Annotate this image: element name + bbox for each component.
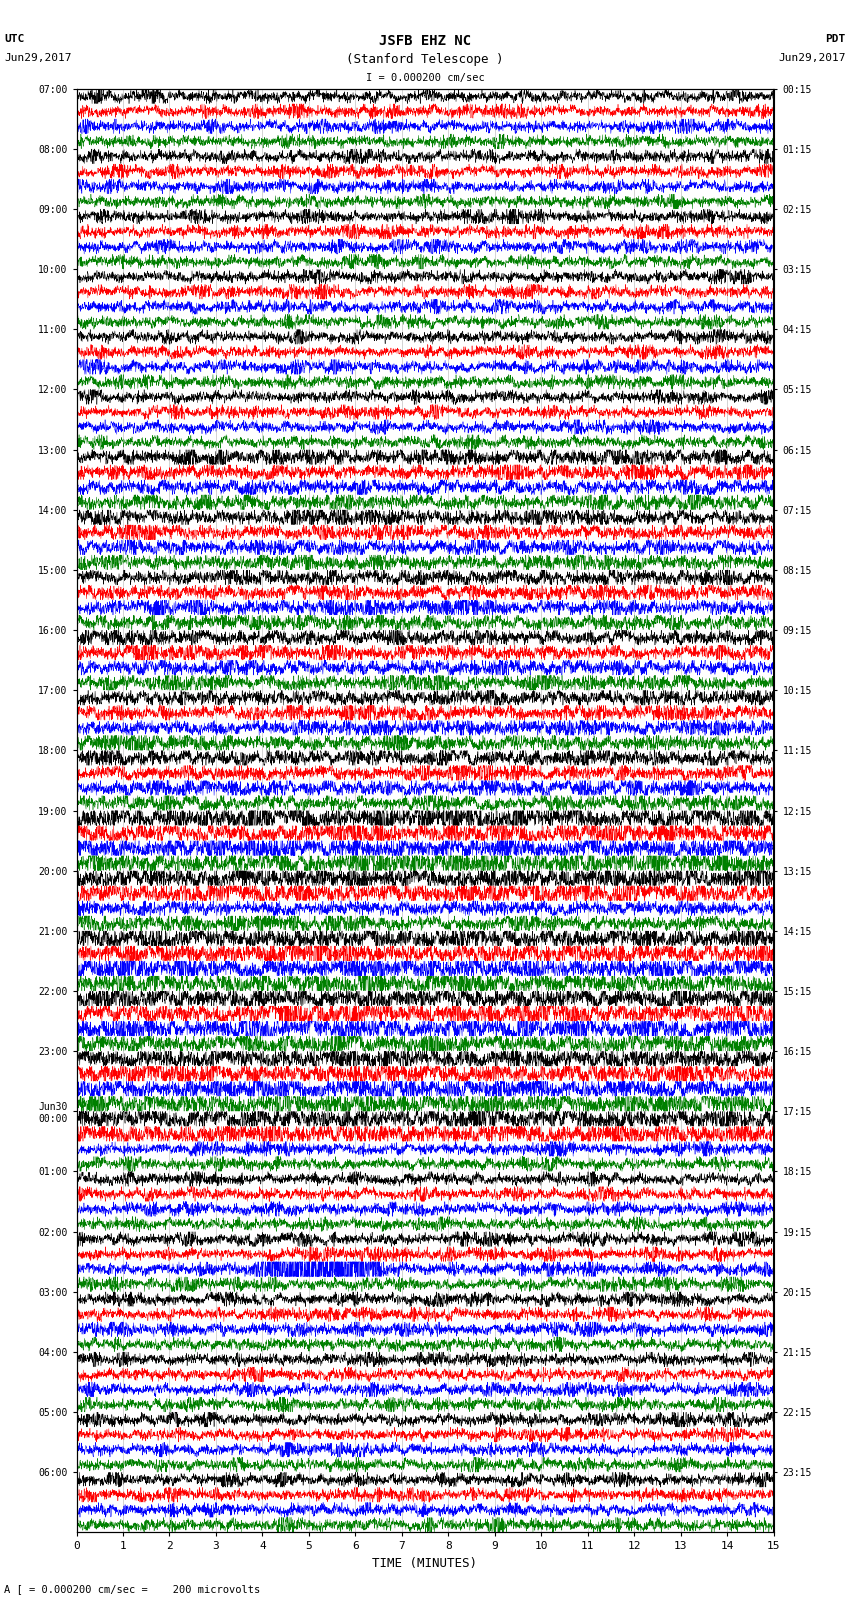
Text: I = 0.000200 cm/sec: I = 0.000200 cm/sec [366,73,484,82]
X-axis label: TIME (MINUTES): TIME (MINUTES) [372,1557,478,1569]
Text: Jun29,2017: Jun29,2017 [4,53,71,63]
Text: PDT: PDT [825,34,846,44]
Text: (Stanford Telescope ): (Stanford Telescope ) [346,53,504,66]
Text: JSFB EHZ NC: JSFB EHZ NC [379,34,471,48]
Text: A [ = 0.000200 cm/sec =    200 microvolts: A [ = 0.000200 cm/sec = 200 microvolts [4,1584,260,1594]
Text: Jun29,2017: Jun29,2017 [779,53,846,63]
Text: UTC: UTC [4,34,25,44]
